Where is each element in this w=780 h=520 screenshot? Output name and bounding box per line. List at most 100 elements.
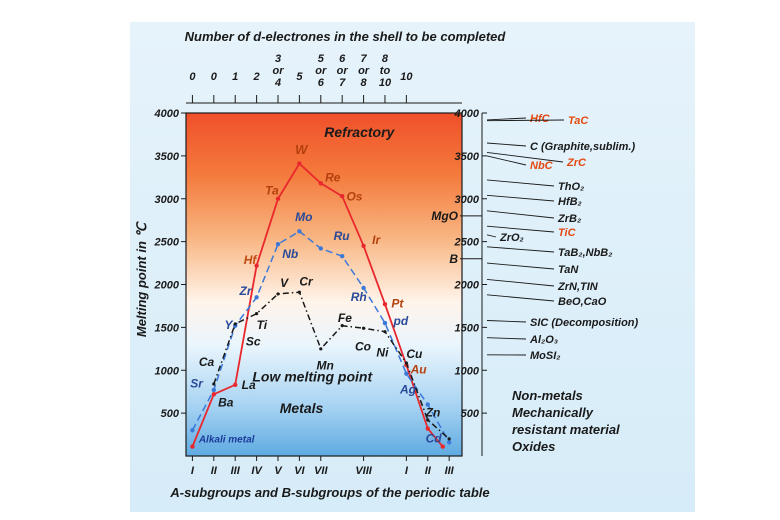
series-point-dashed	[275, 241, 281, 247]
element-label: Re	[325, 171, 341, 185]
right-tick-label: 2500	[454, 237, 480, 249]
top-tick-label: 10	[400, 71, 413, 83]
right-tick-label: 1500	[455, 322, 480, 334]
compound-leader	[486, 142, 527, 147]
series-point-dashdot	[361, 326, 366, 330]
compound-label: TaB₂,NbB₂	[558, 247, 612, 259]
series-point-dashed	[190, 428, 195, 433]
x-tick-label: II	[425, 465, 432, 477]
series-point-dashed	[446, 440, 452, 445]
series-point-dashdot	[233, 322, 237, 326]
series-point-dashdot	[276, 292, 280, 296]
series-point-dashed	[297, 229, 302, 234]
top-tick-label: 2	[253, 71, 260, 83]
y-tick-label: 4000	[154, 108, 180, 120]
right-tick-label: 3500	[455, 151, 480, 163]
top-tick-line: 8	[382, 53, 389, 65]
element-label: Ru	[334, 229, 351, 243]
top-tick-line: 6	[318, 77, 325, 89]
compound-label: HfB₂	[558, 196, 582, 208]
right-tick-label: 2000	[454, 280, 480, 292]
x-tick-label: VII	[314, 465, 328, 477]
compound-label: Al₂O₃	[529, 334, 558, 346]
top-tick-line: 10	[400, 71, 413, 83]
x-tick-label: I	[191, 465, 195, 477]
element-label: Co	[355, 340, 371, 354]
element-label: Ir	[372, 233, 381, 247]
top-tick-line: 8	[361, 77, 368, 89]
top-tick-label: 5	[296, 71, 303, 83]
element-label: La	[242, 378, 256, 392]
series-point-solid	[254, 263, 259, 268]
series-point-solid	[190, 444, 195, 449]
series-point-dashed	[254, 295, 259, 300]
right-mid-label: B	[449, 252, 458, 266]
top-tick-line: 3	[275, 53, 281, 65]
element-label: Ca	[199, 355, 215, 369]
compound-label: ZrN,TIN	[557, 281, 599, 293]
x-tick-label: IV	[251, 465, 263, 477]
element-label: Cr	[299, 274, 314, 288]
series-point-dashed	[404, 371, 409, 376]
x-tick-label: VI	[294, 465, 305, 477]
compound-label: SIC (Decomposition)	[530, 317, 639, 329]
top-tick-line: 6	[339, 53, 346, 65]
series-point-dashdot	[319, 347, 323, 351]
compound-label: BeO,CaO	[558, 296, 607, 308]
element-label: Pt	[391, 297, 404, 311]
element-label: Cu	[406, 347, 423, 361]
series-line-dashdot	[213, 291, 450, 440]
element-label: W	[295, 142, 309, 157]
top-tick-line: 5	[318, 53, 325, 65]
compound-leader	[486, 117, 527, 121]
element-label: Ta	[265, 183, 279, 197]
element-label: pd	[393, 314, 409, 328]
element-label: Mo	[295, 210, 312, 224]
compound-leader	[486, 155, 527, 166]
top-tick-line: 10	[379, 77, 392, 89]
compound-label: C (Graphite,sublim.)	[530, 141, 635, 153]
compound-leader	[486, 320, 527, 323]
x-axis-label: A-subgroups and B-subgroups of the perio…	[169, 485, 489, 500]
top-tick-label: 0	[211, 71, 218, 83]
y-tick-label: 1500	[155, 322, 180, 334]
series-point-solid	[297, 161, 302, 166]
right-tick-label: 500	[461, 408, 480, 420]
top-tick-line: or	[273, 65, 285, 77]
series-point-solid	[318, 181, 323, 186]
compound-leader	[486, 234, 497, 238]
compound-leader	[486, 119, 565, 122]
right-mid-label: MgO	[431, 209, 458, 223]
top-tick-line: 0	[211, 71, 218, 83]
x-tick-label: III	[445, 465, 455, 477]
y-tick-label: 3500	[155, 151, 180, 163]
element-label: Nb	[282, 247, 298, 261]
compound-label: HfC	[530, 113, 551, 125]
right-tick-label: 3000	[455, 194, 480, 206]
element-label: Ni	[376, 346, 389, 360]
element-label: Mn	[317, 358, 334, 372]
y-tick-label: 500	[161, 408, 180, 420]
top-tick-label: 1	[232, 71, 238, 83]
region-label: Low melting point	[252, 368, 373, 384]
top-tick-line: 1	[232, 71, 238, 83]
series-point-dashdot	[340, 324, 344, 328]
series-point-solid	[233, 382, 238, 388]
series-point-solid	[275, 196, 281, 201]
top-tick-line: 7	[339, 77, 346, 89]
series-point-dashdot	[404, 361, 408, 365]
compound-leader	[486, 246, 555, 253]
series-point-dashdot	[212, 382, 216, 386]
series-point-solid	[425, 426, 430, 431]
note-line: Mechanically	[512, 405, 594, 420]
series-point-solid	[440, 444, 445, 449]
top-tick-label: 5 or 6	[315, 53, 327, 89]
y-tick-label: 2500	[154, 237, 180, 249]
series-point-solid	[382, 302, 388, 307]
compound-label: ZrC	[566, 157, 587, 169]
top-tick-line: 4	[274, 77, 281, 89]
compound-leader	[486, 294, 555, 302]
element-label: Hf	[244, 253, 258, 267]
compound-label: ZrB₂	[557, 213, 581, 225]
